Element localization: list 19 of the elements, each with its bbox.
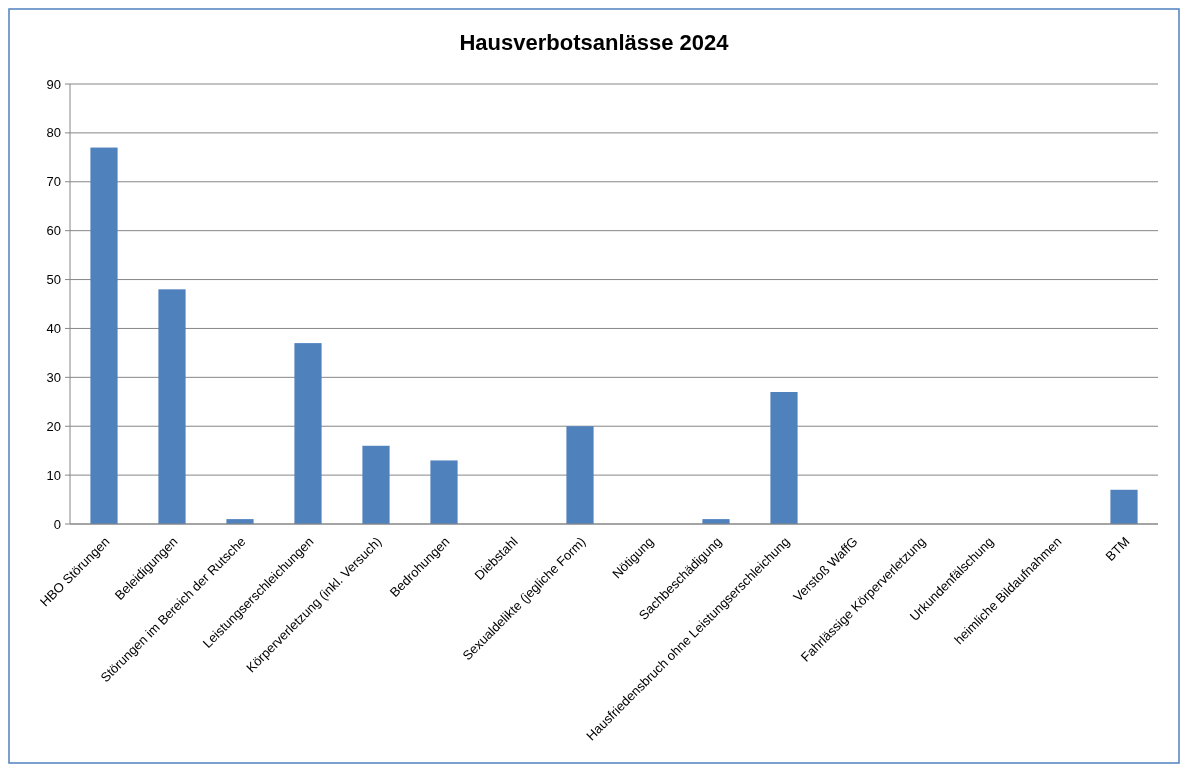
chart-title: Hausverbotsanlässe 2024 <box>459 30 730 55</box>
y-tick-label: 0 <box>53 516 61 532</box>
y-tick-label: 50 <box>46 272 61 288</box>
y-tick-label: 30 <box>46 369 61 385</box>
bar <box>1110 489 1138 524</box>
y-tick-label: 70 <box>46 174 61 190</box>
y-tick-label: 40 <box>46 320 61 336</box>
y-tick-label: 20 <box>46 418 61 434</box>
bar <box>430 460 458 524</box>
bar <box>566 426 594 524</box>
bar <box>158 289 186 524</box>
bar <box>294 343 322 524</box>
y-tick-label: 60 <box>46 223 61 239</box>
bar <box>362 445 390 524</box>
bar <box>770 392 798 524</box>
bar <box>90 147 118 524</box>
y-tick-label: 10 <box>46 467 61 483</box>
y-tick-label: 80 <box>46 125 61 141</box>
y-tick-label: 90 <box>46 76 61 92</box>
